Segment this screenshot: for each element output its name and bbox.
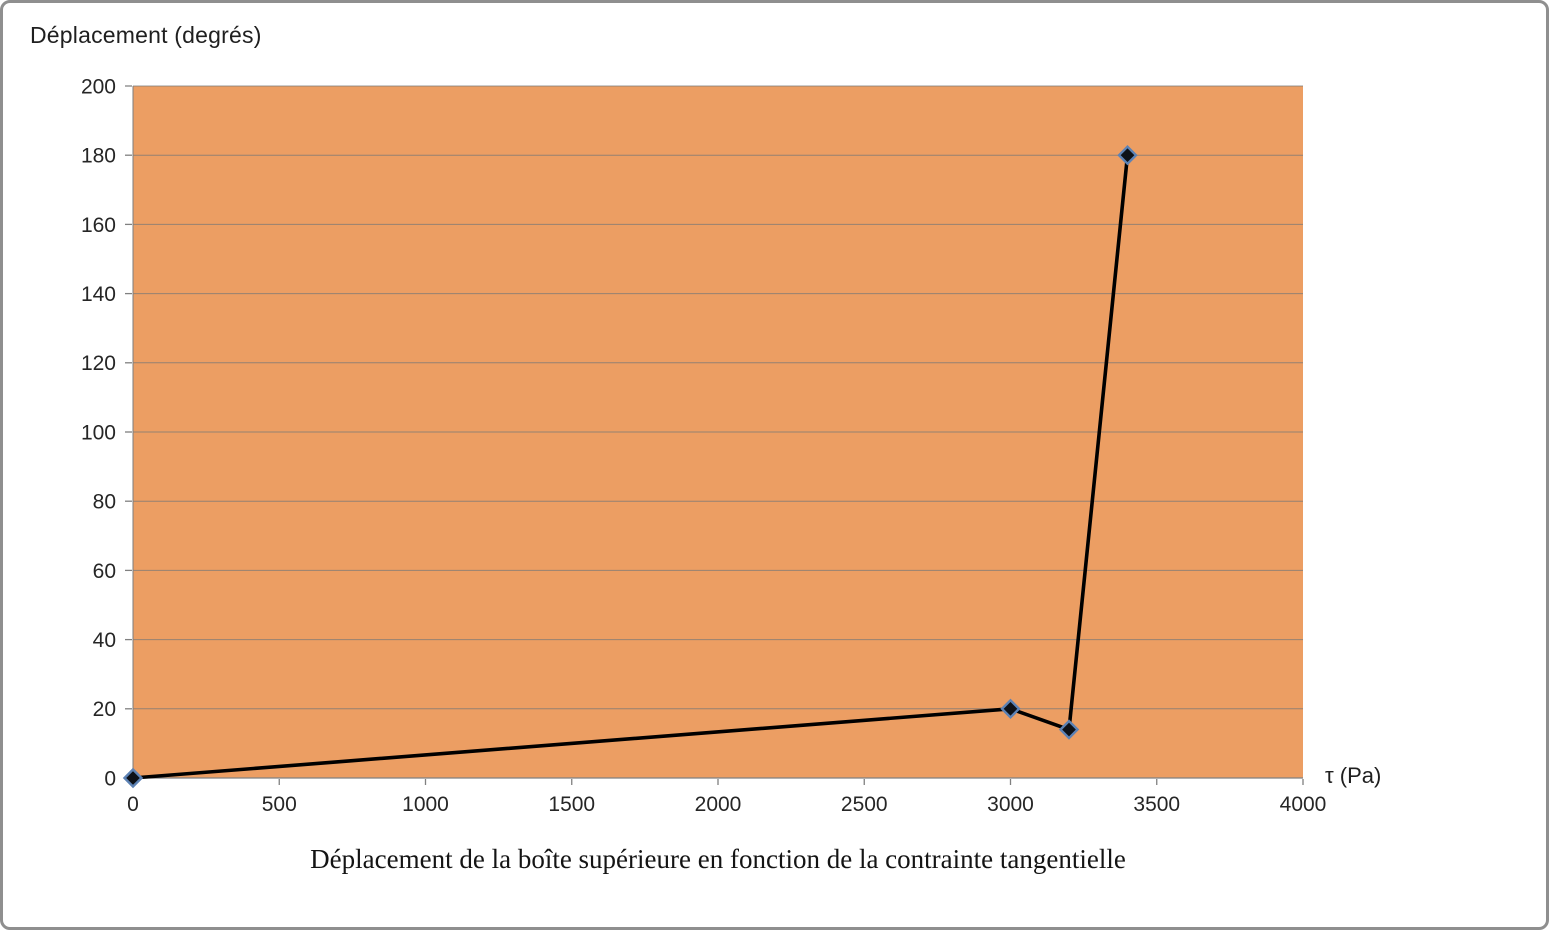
y-tick-label-180: 180 — [81, 145, 116, 168]
y-tick-label-100: 100 — [81, 421, 116, 444]
x-tick-label-2500: 2500 — [841, 793, 888, 816]
data-point-marker-2 — [1058, 719, 1080, 740]
x-tick-label-0: 0 — [127, 793, 139, 816]
x-axis-title: τ (Pa) — [1325, 763, 1382, 788]
y-tick-label-80: 80 — [93, 491, 116, 514]
data-point-marker-1 — [1000, 698, 1021, 719]
data-point-marker-3 — [1117, 145, 1138, 166]
y-tick-label-60: 60 — [93, 560, 116, 583]
x-tick-label-3500: 3500 — [1133, 793, 1180, 816]
y-tick-label-120: 120 — [81, 352, 116, 375]
y-tick-label-40: 40 — [93, 629, 116, 652]
y-tick-label-140: 140 — [81, 283, 116, 306]
y-tick-label-20: 20 — [93, 698, 116, 721]
y-tick-label-0: 0 — [104, 767, 116, 790]
x-tick-label-1000: 1000 — [402, 793, 449, 816]
x-tick-label-500: 500 — [262, 793, 297, 816]
x-tick-label-1500: 1500 — [548, 793, 595, 816]
chart-caption: Déplacement de la boîte supérieure en fo… — [310, 844, 1126, 874]
y-tick-label-200: 200 — [81, 75, 116, 98]
series-line — [131, 153, 1130, 780]
data-point-marker-0 — [122, 767, 144, 789]
y-axis-title: Déplacement (degrés) — [30, 22, 262, 48]
x-tick-label-4000: 4000 — [1280, 793, 1327, 816]
x-tick-label-3000: 3000 — [987, 793, 1034, 816]
y-tick-label-160: 160 — [81, 214, 116, 237]
x-tick-label-2000: 2000 — [695, 793, 742, 816]
